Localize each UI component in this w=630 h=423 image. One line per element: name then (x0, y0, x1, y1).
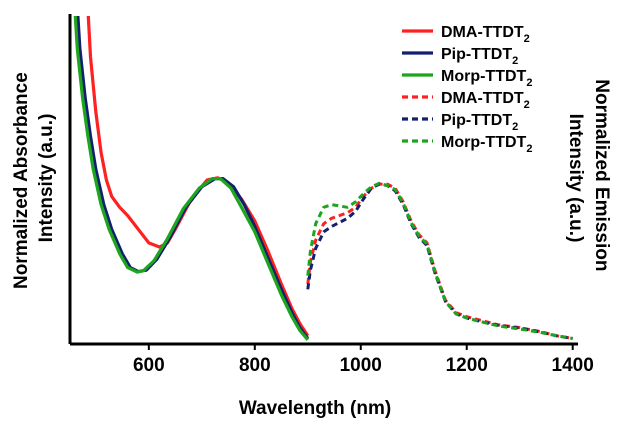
legend: DMA-TTDT2Pip-TTDT2Morp-TTDT2DMA-TTDT2Pip… (402, 24, 532, 155)
x-ticks: 600 800 1000 1200 1400 (133, 344, 594, 376)
x-tick-label-1000: 1000 (340, 355, 382, 376)
x-axis-title: Wavelength (nm) (239, 398, 391, 419)
x-tick-label-1400: 1400 (552, 355, 594, 376)
axes (68, 14, 578, 346)
legend-label-3: DMA-TTDT2 (441, 90, 530, 111)
left-axis-title: Normalized Absorbance Intensity (a.u.) (11, 67, 57, 289)
legend-label-5: Morp-TTDT2 (441, 134, 532, 155)
series-line-absorbance-morp-ttdt2 (73, 16, 310, 341)
left-axis-title-line-2: Intensity (a.u.) (36, 114, 57, 243)
right-axis-title-line-2: Intensity (a.u.) (565, 114, 586, 243)
series-line-absorbance-dma-ttdt2 (86, 16, 310, 337)
right-axis-title: Normalized Emission Intensity (a.u.) (565, 79, 612, 276)
legend-label-4: Pip-TTDT2 (441, 112, 518, 133)
series-line-absorbance-pip-ttdt2 (76, 16, 310, 340)
legend-label-2: Morp-TTDT2 (441, 68, 532, 89)
x-tick-label-600: 600 (133, 355, 165, 376)
series-line-emission-morp-ttdt2 (306, 181, 573, 340)
series-line-emission-dma-ttdt2 (306, 182, 573, 340)
legend-label-1: Pip-TTDT2 (441, 46, 518, 67)
x-tick-label-800: 800 (239, 355, 271, 376)
left-axis-title-line-1: Normalized Absorbance (11, 72, 32, 289)
right-axis-title-line-1: Normalized Emission (591, 79, 612, 271)
legend-label-0: DMA-TTDT2 (441, 24, 530, 45)
x-tick-label-1200: 1200 (446, 355, 488, 376)
plot-series (73, 16, 573, 341)
